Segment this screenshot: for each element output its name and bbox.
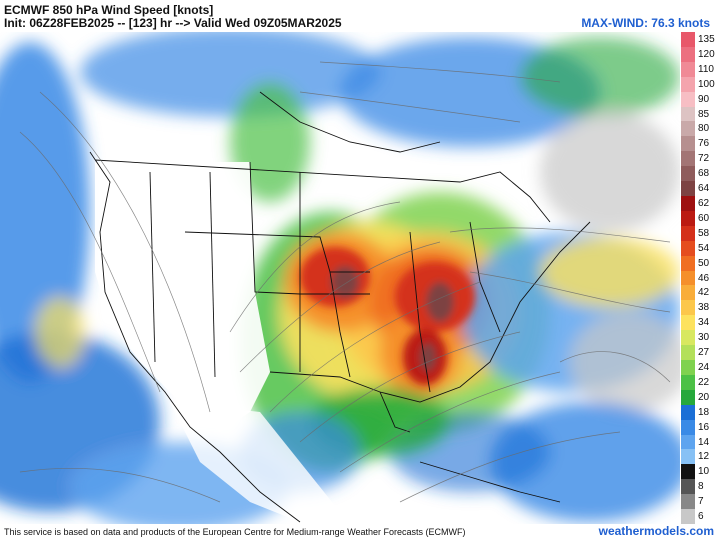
- legend-label: 135: [698, 34, 715, 45]
- legend-swatch: [681, 61, 695, 78]
- legend-swatch: [681, 509, 695, 525]
- wind-speed-legend: 135 120 110 100 90 85 80 76 72 68 64 62 60 58 54 50 46 42…: [681, 32, 720, 525]
- legend-swatch: [681, 360, 695, 376]
- borders: [89, 91, 591, 523]
- legend-swatch: [681, 419, 695, 436]
- legend-swatch: [681, 494, 695, 510]
- legend-swatch: [681, 404, 695, 421]
- legend-label: 64: [698, 183, 710, 195]
- legend-swatch: [681, 106, 695, 122]
- legend-swatch: [681, 136, 695, 152]
- legend-swatch: [681, 166, 695, 182]
- attribution-text: This service is based on data and produc…: [4, 527, 466, 537]
- legend-label: 12: [698, 451, 710, 463]
- legend-label: 80: [698, 123, 710, 135]
- legend-swatch: [681, 240, 695, 257]
- legend-label: 14: [698, 436, 710, 448]
- streamlines: [19, 61, 671, 503]
- legend-swatch: [681, 76, 695, 93]
- legend-swatch: [681, 464, 695, 480]
- legend-swatch: [681, 181, 695, 197]
- western-us-land: [95, 162, 270, 432]
- legend-label: 18: [698, 406, 710, 418]
- mexico-land: [170, 402, 340, 522]
- legend-swatch: [681, 255, 695, 272]
- legend-label: 85: [698, 108, 710, 120]
- init-valid-line: Init: 06Z28FEB2025 -- [123] hr --> Valid…: [4, 16, 342, 30]
- legend-label: 34: [698, 317, 710, 329]
- legend-swatch: [681, 345, 695, 361]
- legend-label: 6: [698, 511, 704, 523]
- legend-label: 100: [698, 78, 715, 90]
- legend-label: 20: [698, 391, 710, 403]
- wind-speed-map: [0, 32, 680, 524]
- legend-label: 22: [698, 376, 710, 388]
- legend-swatch: [681, 315, 695, 331]
- legend-label: 8: [698, 481, 704, 493]
- legend-label: 46: [698, 272, 710, 284]
- legend-label: 120: [698, 48, 715, 60]
- legend-swatch: [681, 196, 695, 212]
- legend-label: 24: [698, 362, 710, 373]
- legend-label: 38: [698, 302, 710, 314]
- legend-label: 10: [698, 466, 710, 478]
- legend-swatch: [681, 270, 695, 286]
- legend-label: 50: [698, 257, 710, 269]
- legend-swatch: [681, 434, 695, 450]
- legend-label: 58: [698, 227, 710, 239]
- legend-swatch: [681, 121, 695, 137]
- legend-swatch: [681, 225, 695, 242]
- legend-label: 27: [698, 347, 710, 359]
- legend-swatch: [681, 210, 695, 227]
- legend-swatch: [681, 330, 695, 346]
- legend-swatch: [681, 449, 695, 465]
- legend-label: 72: [698, 153, 710, 165]
- legend-label: 54: [698, 242, 710, 254]
- legend-label: 90: [698, 93, 710, 105]
- legend-label: 42: [698, 287, 710, 299]
- legend-swatch: [681, 151, 695, 167]
- legend-swatch: [681, 374, 695, 391]
- legend-swatch: [681, 91, 695, 108]
- legend-label: 110: [698, 63, 714, 75]
- legend-label: 30: [698, 332, 710, 344]
- map-title: ECMWF 850 hPa Wind Speed [knots]: [4, 3, 214, 17]
- legend-label: 68: [698, 168, 710, 180]
- legend-swatch: [681, 479, 695, 495]
- legend-swatch: [681, 46, 695, 63]
- legend-swatch: [681, 32, 695, 48]
- legend-label: 60: [698, 212, 710, 224]
- site-link[interactable]: weathermodels.com: [598, 524, 714, 538]
- legend-label: 76: [698, 138, 710, 150]
- legend-label: 62: [698, 198, 710, 209]
- legend-swatch: [681, 389, 695, 406]
- legend-label: 16: [698, 421, 710, 433]
- legend-label: 7: [698, 496, 704, 508]
- legend-swatch: [681, 285, 695, 301]
- max-wind-label: MAX-WIND: 76.3 knots: [581, 16, 710, 30]
- legend-swatch: [681, 300, 695, 316]
